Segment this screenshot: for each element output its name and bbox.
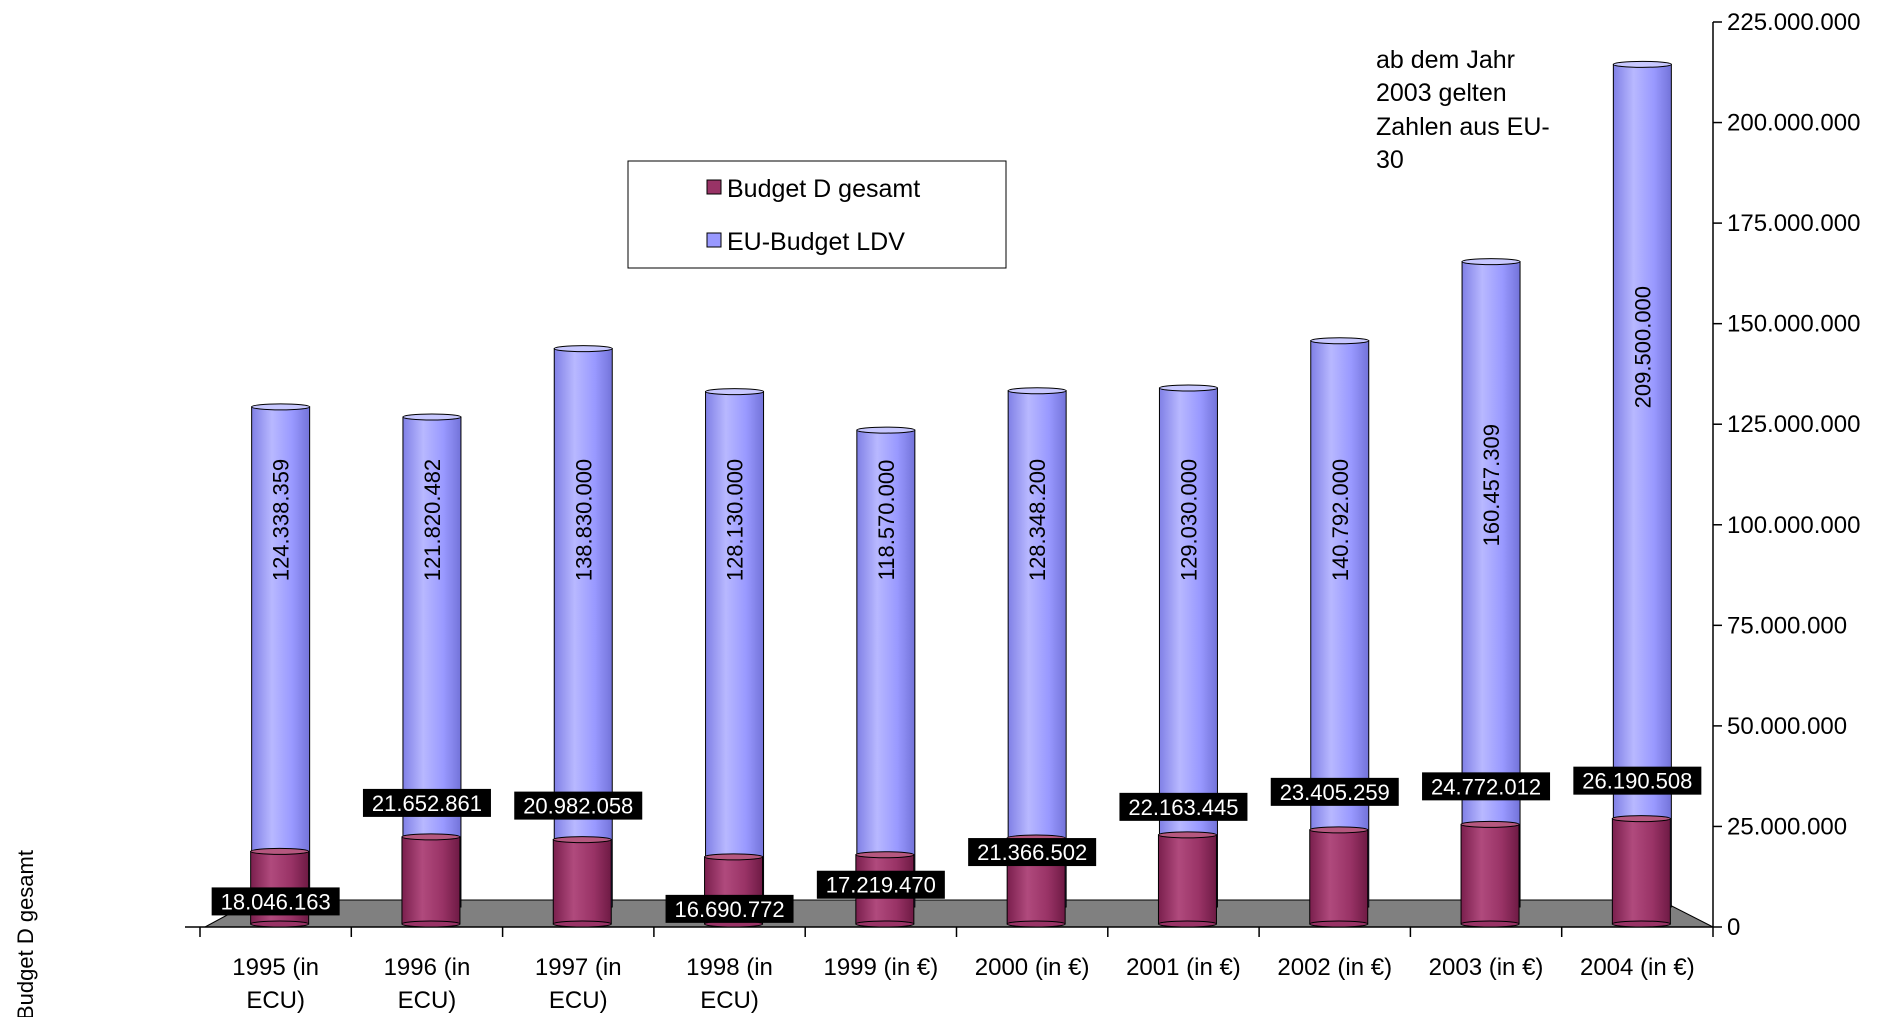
bar-budget-d-gesamt [401,833,461,928]
x-tick-label: 1997 (in [535,954,622,981]
bar-budget-d-gesamt [1309,826,1369,928]
x-tick-label: 2002 (in €) [1277,954,1392,981]
annotation-note: ab dem Jahr 2003 gelten Zahlen aus EU- 3… [1376,46,1550,174]
bar-eu-budget-ldv [1612,60,1672,908]
bar-eu-budget-ldv [1461,258,1521,908]
svg-text:22.163.445: 22.163.445 [1128,795,1238,820]
svg-text:23.405.259: 23.405.259 [1280,780,1390,805]
y-tick-label: 100.000.000 [1727,512,1860,539]
labels-eu-budget-ldv: 124.338.359 121.820.482 138.830.000 128.130… [269,286,1656,581]
annotation-line-1: ab dem Jahr [1376,46,1515,74]
bar-label-budget-d-gesamt: 22.163.445 [1119,792,1248,821]
bar-label-eu-budget-ldv: 129.030.000 [1176,459,1201,581]
y-tick-label: 75.000.000 [1727,612,1847,639]
bar-budget-d-gesamt [552,836,612,928]
bar-budget-d-gesamt [1157,831,1217,928]
x-tick-label: ECU) [700,987,759,1014]
svg-text:21.366.502: 21.366.502 [977,840,1087,865]
bar-label-eu-budget-ldv: 124.338.359 [269,459,294,581]
y-tick-label: 0 [1727,914,1740,941]
bar-eu-budget-ldv [553,345,613,908]
svg-text:17.219.470: 17.219.470 [826,873,936,898]
legend-box [627,160,1007,269]
svg-text:16.690.772: 16.690.772 [674,897,784,922]
bar-label-eu-budget-ldv: 121.820.482 [420,459,445,581]
legend-swatch-eu-budget-ldv [706,232,722,248]
bar-label-budget-d-gesamt: 24.772.012 [1422,772,1551,801]
x-tick-label: 2003 (in €) [1429,954,1544,981]
bar-label-budget-d-gesamt: 21.366.502 [968,838,1097,867]
bar-label-budget-d-gesamt: 20.982.058 [514,791,643,820]
y-tick-label: 50.000.000 [1727,713,1847,740]
svg-text:20.982.058: 20.982.058 [523,794,633,819]
bar-label-eu-budget-ldv: 118.570.000 [874,460,899,581]
y-axis-label: Budget D gesamt [13,850,38,1017]
bar-eu-budget-ldv [705,388,765,908]
svg-text:24.772.012: 24.772.012 [1431,774,1541,799]
annotation-line-4: 30 [1376,146,1404,174]
x-tick-label: 1998 (in [686,954,773,981]
bar-budget-d-gesamt [1611,815,1671,928]
bar-label-eu-budget-ldv: 128.130.000 [723,459,748,581]
x-axis-ticks: 1995 (in ECU) 1996 (in ECU) 1997 (in ECU) 1998… [199,927,1714,1014]
svg-text:18.046.163: 18.046.163 [221,889,331,914]
bar-label-budget-d-gesamt: 17.219.470 [816,870,945,899]
bar-label-budget-d-gesamt: 21.652.861 [362,788,491,817]
bar-eu-budget-ldv [1007,387,1067,908]
bar-label-eu-budget-ldv: 138.830.000 [571,459,596,581]
bar-label-budget-d-gesamt: 26.190.508 [1573,766,1702,795]
x-tick-label: ECU) [246,987,305,1014]
legend-swatch-budget-d-gesamt [706,179,722,195]
legend-label-budget-d-gesamt: Budget D gesamt [727,175,920,203]
x-tick-label: 2004 (in €) [1580,954,1695,981]
bar-label-eu-budget-ldv: 140.792.000 [1328,459,1353,581]
annotation-line-3: Zahlen aus EU- [1376,113,1550,141]
bar-eu-budget-ldv [402,413,462,908]
y-tick-label: 200.000.000 [1727,110,1860,137]
bar-label-eu-budget-ldv: 209.500.000 [1630,286,1655,408]
bar-budget-d-gesamt [1460,820,1520,928]
x-tick-label: ECU) [549,987,608,1014]
x-tick-label: 1996 (in [384,954,471,981]
x-tick-label: ECU) [398,987,457,1014]
labels-budget-d-gesamt: 18.046.163 21.652.861 20.982.058 16.690.772… [211,766,1702,923]
annotation-line-2: 2003 gelten [1376,79,1507,107]
svg-text:21.652.861: 21.652.861 [372,791,482,816]
x-tick-label: 2000 (in €) [975,954,1090,981]
bar-eu-budget-ldv [856,426,916,908]
y-tick-label: 125.000.000 [1727,411,1860,438]
y-tick-label: 225.000.000 [1727,9,1860,36]
x-tick-label: 1995 (in [232,954,319,981]
bar-label-budget-d-gesamt: 23.405.259 [1270,777,1399,806]
bar-eu-budget-ldv [251,403,311,908]
y-axis-ticks: 0 25.000.000 50.000.000 75.000.000 100.000.0… [1713,9,1860,941]
legend: Budget D gesamt EU-Budget LDV [627,160,1007,269]
bar-label-eu-budget-ldv: 128.348.200 [1025,459,1050,581]
y-tick-label: 25.000.000 [1727,813,1847,840]
svg-text:26.190.508: 26.190.508 [1582,769,1692,794]
x-tick-label: 1999 (in €) [823,954,938,981]
x-tick-label: 2001 (in €) [1126,954,1241,981]
y-tick-label: 150.000.000 [1727,311,1860,338]
bar-label-budget-d-gesamt: 18.046.163 [211,887,340,916]
bar-eu-budget-ldv [1310,337,1370,908]
bar-label-budget-d-gesamt: 16.690.772 [665,894,794,923]
bar-label-eu-budget-ldv: 160.457.309 [1479,424,1504,546]
y-tick-label: 175.000.000 [1727,210,1860,237]
legend-label-eu-budget-ldv: EU-Budget LDV [727,228,905,256]
